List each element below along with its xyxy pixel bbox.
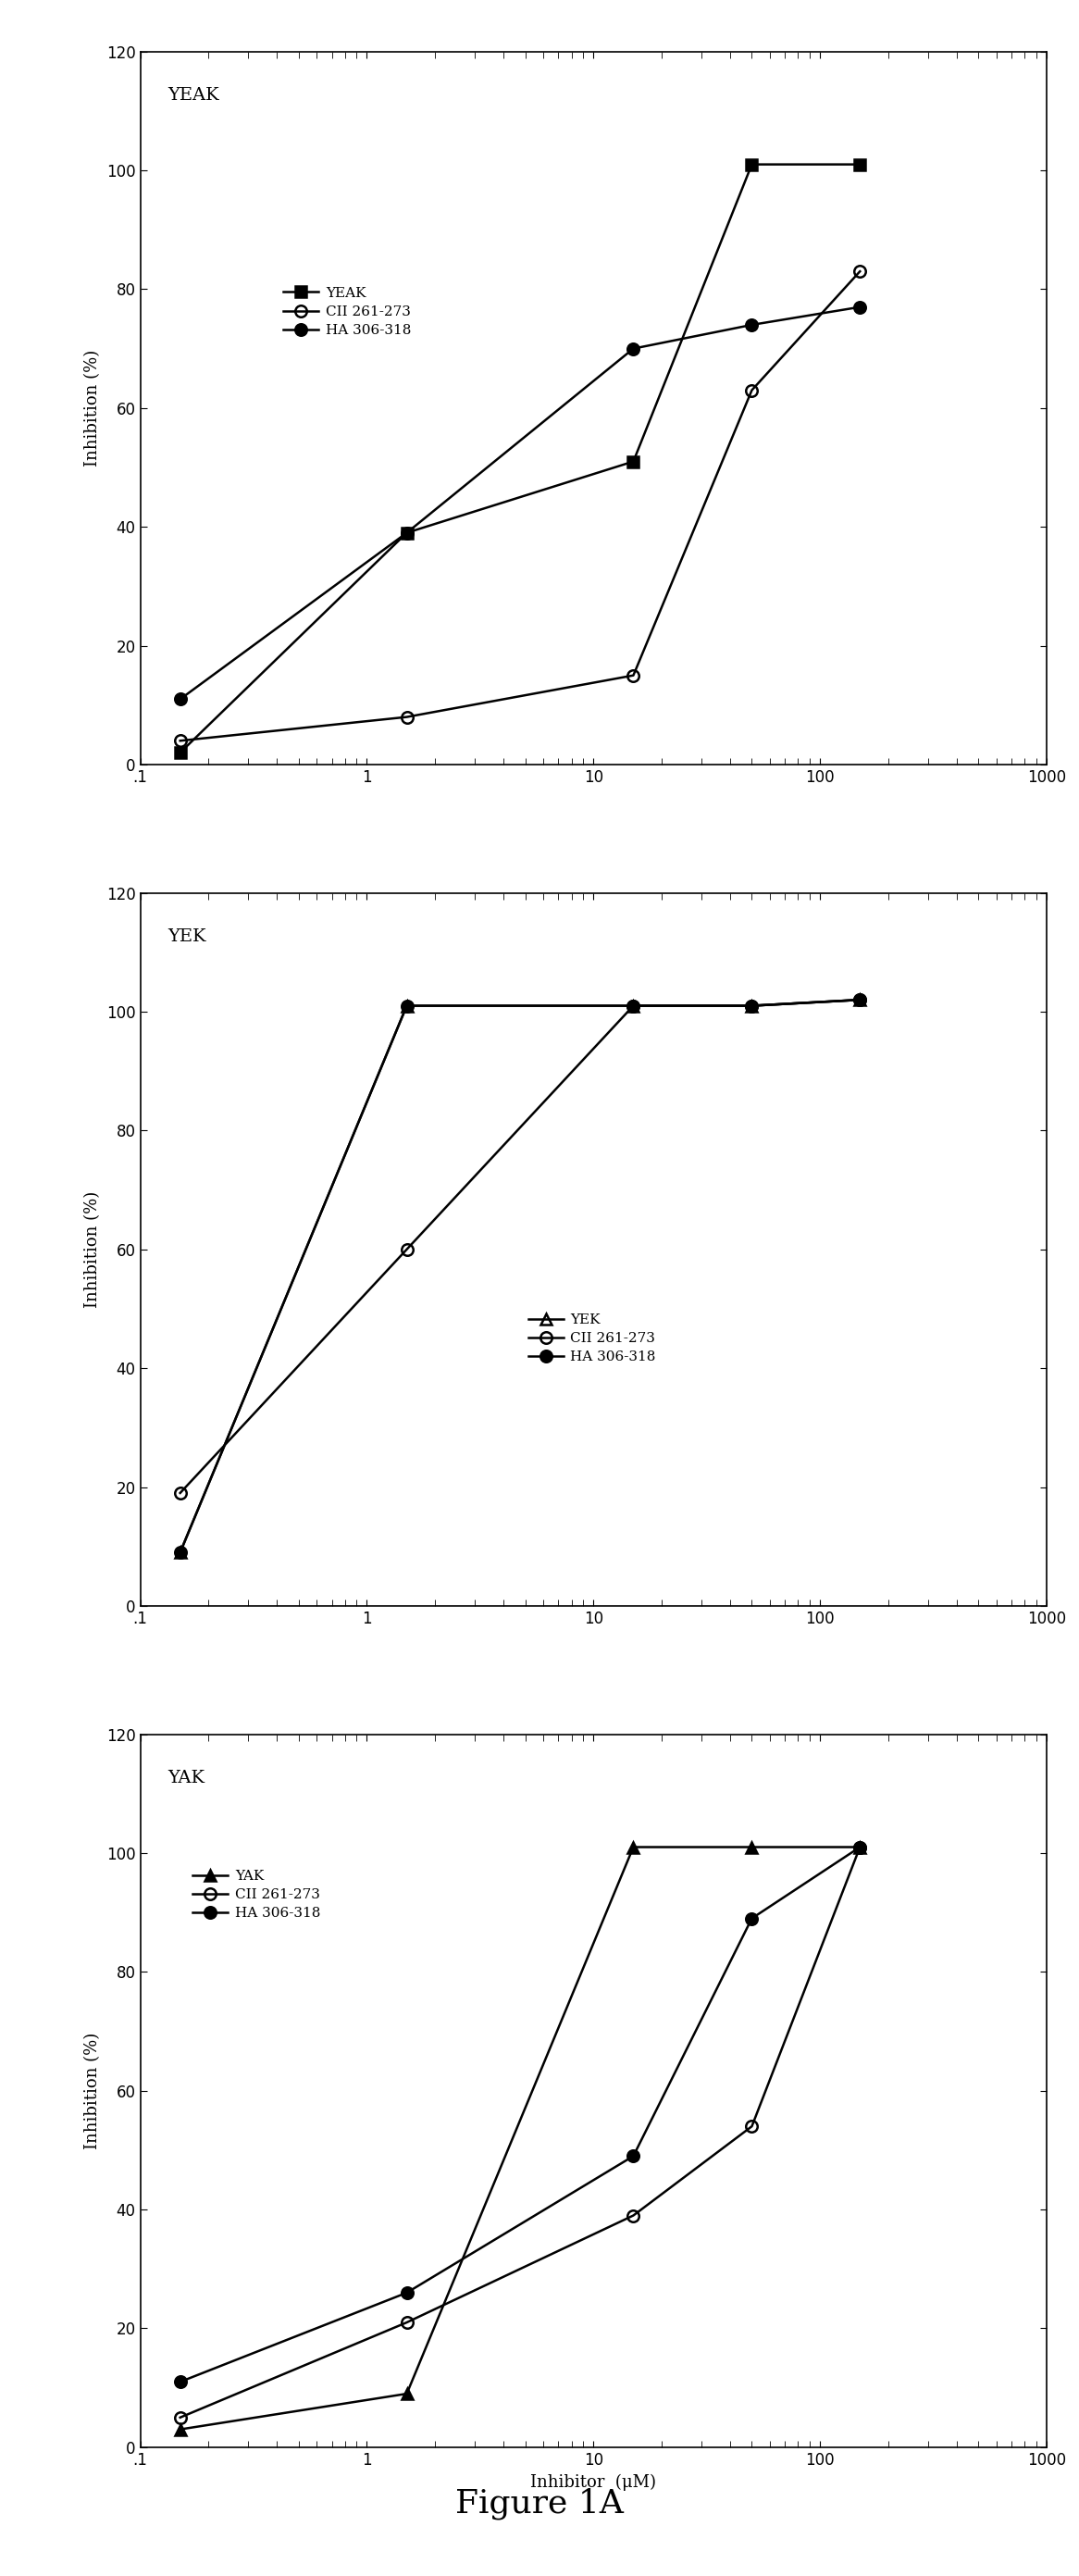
Line: HA 306-318: HA 306-318 [175, 994, 865, 1558]
CII 261-273 [627, 989, 640, 1020]
YAK [746, 1832, 759, 1862]
YEK [853, 984, 866, 1015]
HA 306-318 [746, 309, 759, 340]
HA 306-318 [400, 2277, 413, 2308]
CII 261-273 [627, 659, 640, 690]
CII 261-273 [627, 2200, 640, 2231]
YEK [174, 1538, 187, 1569]
CII 261-273 [174, 1479, 187, 1510]
YEK [627, 989, 640, 1020]
Y-axis label: Inhibition (%): Inhibition (%) [84, 350, 101, 466]
HA 306-318 [627, 2141, 640, 2172]
YAK [174, 2414, 187, 2445]
HA 306-318 [174, 683, 187, 714]
YEK [400, 989, 413, 1020]
Text: YAK: YAK [167, 1770, 205, 1788]
YEAK [174, 737, 187, 768]
Line: YEAK: YEAK [175, 160, 865, 757]
CII 261-273 [174, 726, 187, 757]
YEAK [627, 446, 640, 477]
Line: CII 261-273: CII 261-273 [175, 265, 865, 747]
YAK [853, 1832, 866, 1862]
YEAK [853, 149, 866, 180]
CII 261-273 [746, 2110, 759, 2141]
HA 306-318 [853, 1832, 866, 1862]
HA 306-318 [174, 1538, 187, 1569]
Line: CII 261-273: CII 261-273 [175, 994, 865, 1499]
Line: HA 306-318: HA 306-318 [175, 1842, 865, 2388]
Text: YEK: YEK [167, 927, 206, 945]
CII 261-273 [746, 989, 759, 1020]
Line: CII 261-273: CII 261-273 [175, 1842, 865, 2424]
Y-axis label: Inhibition (%): Inhibition (%) [84, 1190, 101, 1309]
Line: YEK: YEK [175, 994, 865, 1558]
Legend: YEK, CII 261-273, HA 306-318: YEK, CII 261-273, HA 306-318 [528, 1314, 656, 1363]
Line: HA 306-318: HA 306-318 [175, 301, 865, 706]
HA 306-318 [746, 989, 759, 1020]
CII 261-273 [746, 374, 759, 404]
CII 261-273 [400, 2308, 413, 2339]
YEK [746, 989, 759, 1020]
CII 261-273 [400, 1234, 413, 1265]
CII 261-273 [853, 984, 866, 1015]
CII 261-273 [174, 2401, 187, 2432]
HA 306-318 [853, 291, 866, 322]
CII 261-273 [853, 255, 866, 286]
CII 261-273 [400, 701, 413, 732]
YEAK [746, 149, 759, 180]
YAK [627, 1832, 640, 1862]
YEAK [400, 518, 413, 549]
CII 261-273 [853, 1832, 866, 1862]
Text: YEAK: YEAK [167, 88, 219, 103]
HA 306-318 [627, 332, 640, 363]
HA 306-318 [853, 984, 866, 1015]
HA 306-318 [400, 989, 413, 1020]
HA 306-318 [746, 1904, 759, 1935]
YAK [400, 2378, 413, 2409]
HA 306-318 [627, 989, 640, 1020]
Text: Figure 1A: Figure 1A [455, 2488, 624, 2519]
X-axis label: Inhibitor  (μM): Inhibitor (μM) [531, 2473, 656, 2491]
Legend: YAK, CII 261-273, HA 306-318: YAK, CII 261-273, HA 306-318 [193, 1870, 320, 1919]
HA 306-318 [400, 518, 413, 549]
Legend: YEAK, CII 261-273, HA 306-318: YEAK, CII 261-273, HA 306-318 [284, 286, 411, 337]
Line: YAK: YAK [175, 1842, 865, 2434]
HA 306-318 [174, 2367, 187, 2398]
Y-axis label: Inhibition (%): Inhibition (%) [84, 2032, 101, 2148]
